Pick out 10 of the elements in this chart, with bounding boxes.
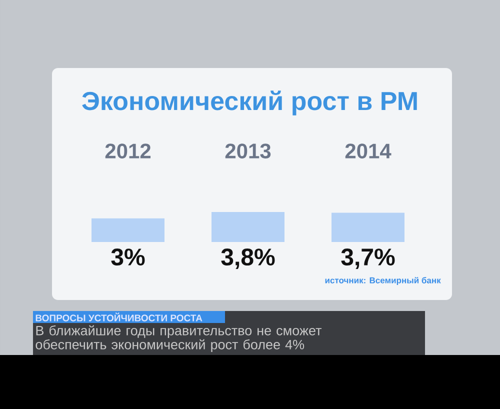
x-tick-label: 2013 — [225, 144, 271, 158]
text: ВОПРОСЫ УСТОЙЧИВОСТИ РОСТА — [36, 312, 202, 322]
text: источник: Всемирный банк — [325, 276, 441, 286]
data-label: 3,7% — [341, 248, 395, 269]
chart-title: Экономический рост в РМ — [82, 90, 417, 116]
x-tick-label: 2012 — [105, 144, 151, 158]
text: В ближайшие годы правительство не сможет обеспечить экономический рост более 4% — [36, 325, 322, 352]
data-label: 3% — [111, 248, 145, 266]
data-label: 3,8% — [221, 248, 275, 269]
x-tick-label: 2014 — [345, 144, 392, 158]
